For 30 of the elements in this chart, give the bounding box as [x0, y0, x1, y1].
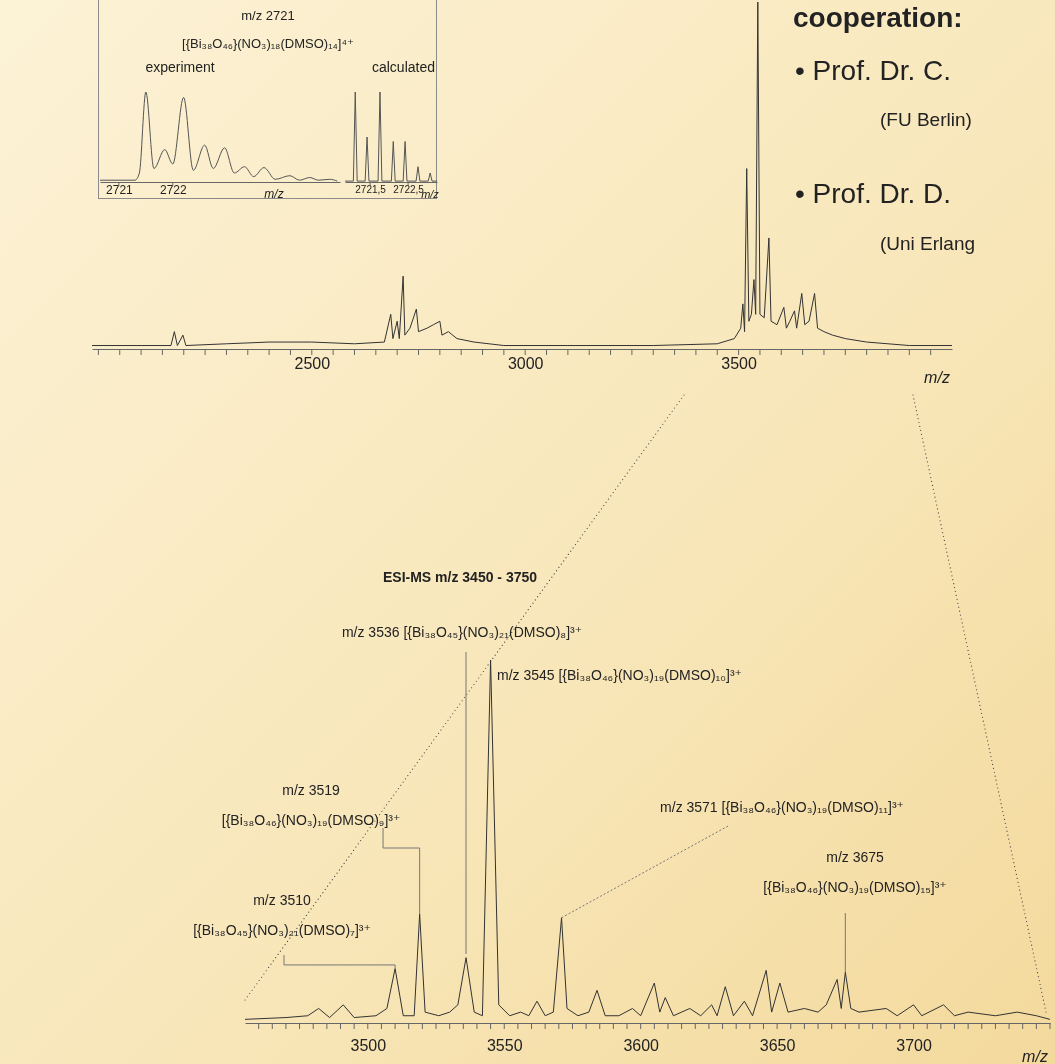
x-tick-label: 3500 — [350, 1036, 387, 1054]
x-tick-label: 2721,5 — [355, 183, 387, 195]
annotation: m/z 3571 [{Bi₃₈O₄₆}(NO₃)₁₉(DMSO)₁₁]³⁺ — [660, 799, 905, 816]
x-tick-label: 3000 — [507, 354, 544, 372]
annotation: (Uni Erlang — [880, 233, 976, 254]
x-axis-title: m/z — [1022, 1048, 1048, 1064]
annotation: (FU Berlin) — [880, 109, 972, 130]
annotation: m/z 3519 [{Bi₃₈O₄₆}(NO₃)₁₉(DMSO)₉]³⁺ — [221, 782, 401, 828]
x-axis-title: m/z — [264, 187, 284, 201]
chart-title: ESI-MS m/z 3450 - 3750 — [382, 569, 538, 585]
x-tick-label: 2722 — [159, 182, 187, 197]
x-tick-label: 3650 — [759, 1036, 796, 1054]
annotation: [{Bi₃₈O₄₆}(NO₃)₁₈(DMSO)₁₄]⁴⁺ — [182, 36, 354, 51]
x-tick-label: 3550 — [486, 1036, 523, 1054]
x-tick-label: 3700 — [896, 1036, 932, 1054]
annotation: cooperation: — [793, 2, 963, 33]
x-tick-label: 2721 — [106, 182, 134, 197]
x-axis-title: m/z — [924, 369, 950, 386]
annotation: • Prof. Dr. C. — [795, 55, 952, 86]
chart-title: calculated — [371, 59, 435, 75]
annotation: m/z 3510 [{Bi₃₈O₄₅}(NO₃)₂₁(DMSO)₇]³⁺ — [193, 891, 371, 938]
annotation: m/z 2721 — [241, 8, 295, 23]
annotation: m/z 3545 [{Bi₃₈O₄₆}(NO₃)₁₉(DMSO)₁₀]³⁺ — [496, 667, 743, 683]
chart-title: experiment — [145, 59, 215, 75]
text: m/z 3536 [{Bi₃₈O₄₅}(NO₃)₂₁(DMSO)₈]³⁺ — [341, 624, 583, 640]
x-tick-label: 3600 — [623, 1036, 660, 1054]
x-tick-label: 3500 — [721, 354, 757, 372]
annotation: • Prof. Dr. D. — [795, 178, 952, 209]
annotation: m/z 3675 [{Bi₃₈O₄₆}(NO₃)₁₉(DMSO)₁₅]³⁺ — [763, 848, 947, 895]
x-tick-label: 2500 — [294, 354, 331, 372]
